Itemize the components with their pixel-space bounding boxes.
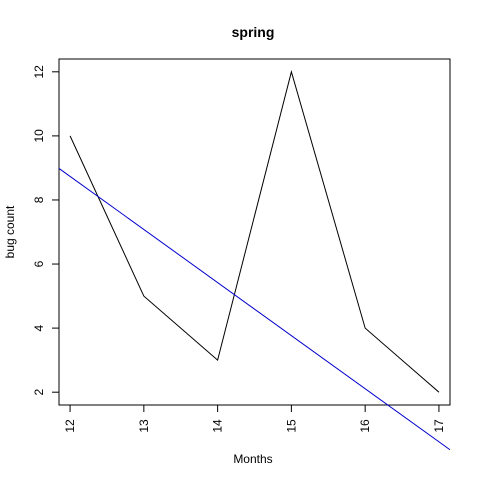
y-tick-label: 4 [32,324,46,331]
x-tick-label: 15 [284,419,298,433]
plot-marks [58,69,451,451]
x-axis: 12 13 14 15 16 17 [63,405,446,433]
x-axis-label: Months [233,452,272,466]
y-axis: 2 4 6 8 10 12 [32,65,59,396]
x-tick-label: 12 [63,419,77,433]
y-tick-label: 10 [32,129,46,143]
chart-title: spring [232,24,275,40]
x-tick-label: 14 [211,419,225,433]
y-tick-label: 12 [32,65,46,79]
y-tick-label: 6 [32,260,46,267]
series-line [69,69,440,393]
x-tick-label: 17 [432,419,446,433]
x-tick-label: 13 [137,419,151,433]
x-tick-label: 16 [358,419,372,433]
plot-area-frame [58,58,451,406]
y-axis-label: bug count [3,205,17,258]
trend-line [58,168,451,451]
y-tick-label: 8 [32,196,46,203]
y-tick-label: 2 [32,389,46,396]
